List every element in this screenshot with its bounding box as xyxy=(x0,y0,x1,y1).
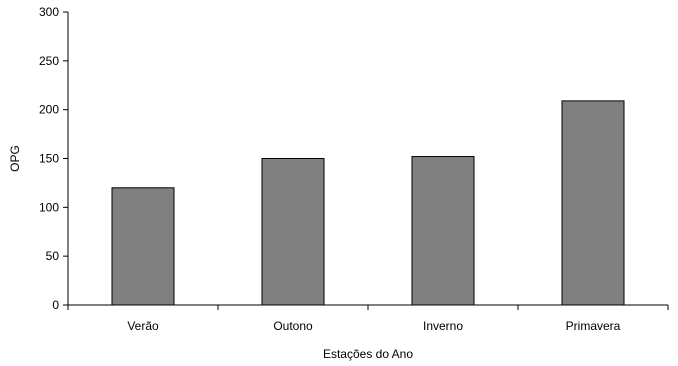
bar-1 xyxy=(261,158,325,306)
y-tick-label: 300 xyxy=(39,5,59,19)
x-tick-label: Outono xyxy=(273,319,313,333)
y-tick-label: 0 xyxy=(52,298,59,312)
y-axis-title: OPG xyxy=(8,145,22,172)
x-tick-label: Primavera xyxy=(566,319,621,333)
y-tick-label: 150 xyxy=(39,152,59,166)
x-axis-ticks: Verão Outono Inverno Primavera xyxy=(67,305,669,333)
x-tick-label: Verão xyxy=(127,319,159,333)
y-tick-label: 200 xyxy=(39,103,59,117)
bar-3 xyxy=(561,100,625,306)
bar-series xyxy=(111,100,625,306)
y-axis-ticks: 0 50 100 150 200 250 300 xyxy=(39,5,68,312)
bar-0 xyxy=(111,187,175,306)
bar-2 xyxy=(411,156,475,306)
y-tick-label: 50 xyxy=(46,249,60,263)
y-tick-label: 250 xyxy=(39,54,59,68)
x-tick-label: Inverno xyxy=(423,319,463,333)
x-axis-title: Estações do Ano xyxy=(323,347,413,361)
y-tick-label: 100 xyxy=(39,200,59,214)
